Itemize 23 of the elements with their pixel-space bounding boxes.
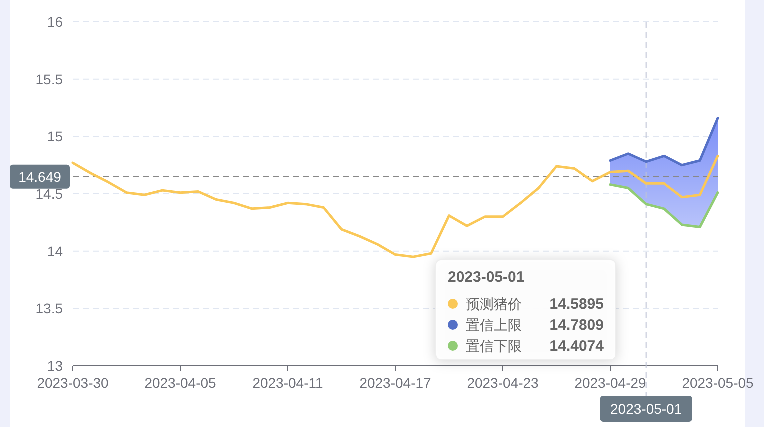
legend-label: 预测猪价 — [466, 296, 522, 312]
ref-line-label: 14.649 — [18, 168, 62, 185]
y-tick-label: 16 — [47, 14, 64, 30]
ref-line-label: 2023-05-01 — [610, 401, 682, 417]
x-tick-label: 2023-04-17 — [360, 375, 432, 391]
x-tick-label: 2023-04-29 — [574, 375, 647, 391]
y-tick-label: 14 — [47, 243, 64, 260]
x-tick-label: 2023-04-05 — [144, 375, 217, 391]
x-tick-label: 2023-05-05 — [682, 375, 754, 391]
annotation: 14.4074 — [550, 338, 605, 355]
y-tick-label: 13 — [47, 358, 64, 374]
legend-label: 置信下限 — [466, 338, 522, 354]
y-tick-label: 14.5 — [36, 186, 64, 202]
x-tick-label: 2023-03-30 — [37, 375, 110, 391]
annotation: 2023-05-01 — [448, 269, 525, 286]
y-tick-label: 13.5 — [36, 300, 64, 317]
x-tick-label: 2023-04-23 — [467, 375, 540, 391]
annotation: 14.5895 — [550, 296, 604, 313]
annotation: 14.7809 — [550, 317, 604, 334]
y-tick-label: 15.5 — [36, 71, 64, 88]
y-tick-label: 15 — [47, 128, 64, 145]
x-tick-label: 2023-04-11 — [252, 375, 324, 391]
legend-label: 置信上限 — [466, 317, 522, 333]
